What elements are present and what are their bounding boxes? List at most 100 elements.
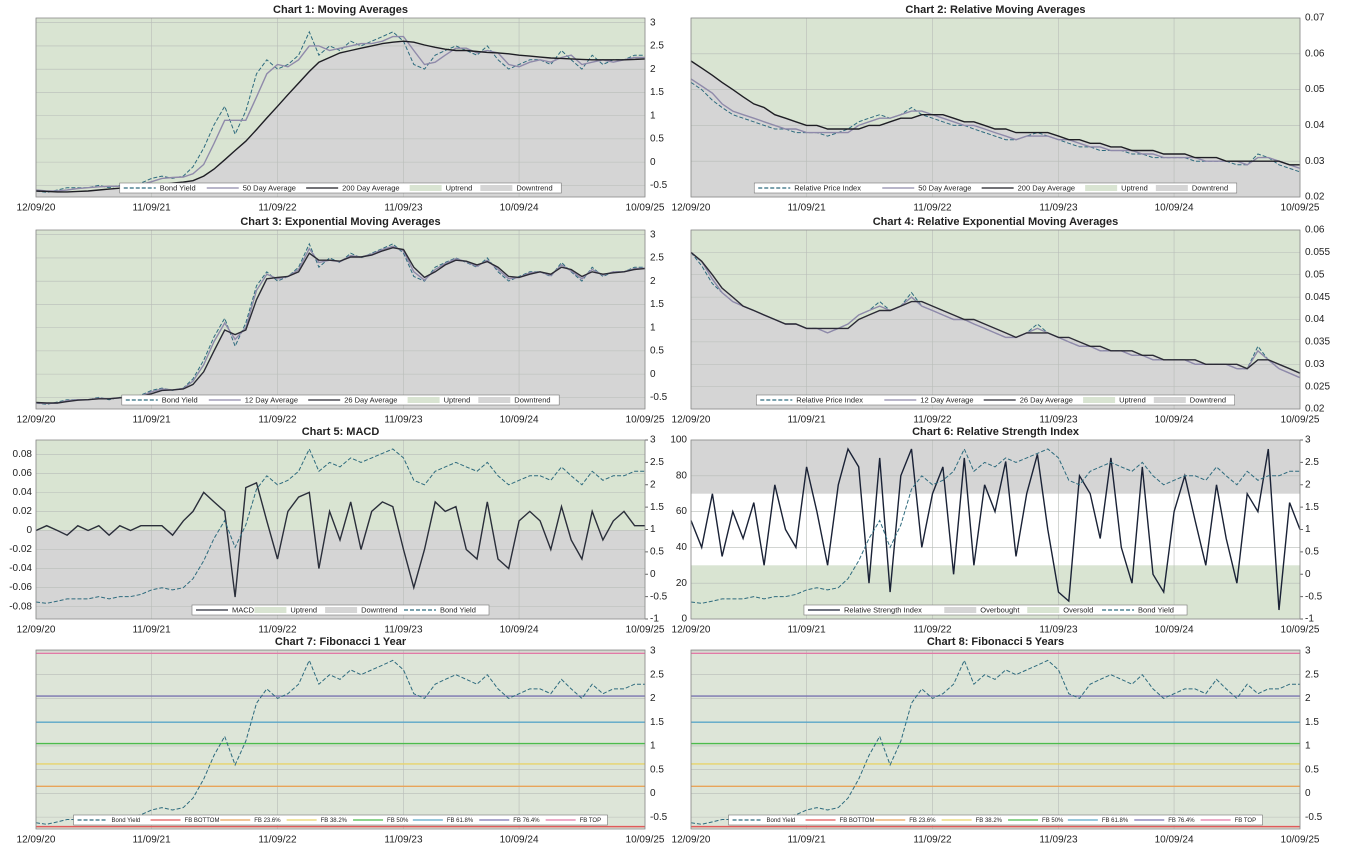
y-tick-label: 3 bbox=[650, 229, 656, 240]
y-tick-label: 0 bbox=[650, 369, 656, 380]
plot-frame bbox=[690, 229, 1301, 410]
y-tick-label: 0.04 bbox=[13, 487, 33, 498]
legend-label: FB BOTTOM bbox=[185, 818, 220, 824]
legend-label: Relative Price Index bbox=[794, 183, 861, 192]
x-tick-label: 11/09/22 bbox=[913, 415, 952, 426]
x-tick-label: 10/09/24 bbox=[500, 415, 539, 426]
y2-tick-label: 3 bbox=[1305, 435, 1311, 446]
legend-swatch bbox=[254, 607, 287, 613]
y-tick-label: 2.5 bbox=[650, 41, 664, 52]
x-tick-label: 10/09/24 bbox=[500, 203, 539, 214]
y-tick-label: 0 bbox=[26, 525, 32, 536]
y-tick-label: 0 bbox=[1305, 788, 1311, 799]
legend-label: Bond Yield bbox=[160, 183, 196, 192]
y2-tick-label: 0.5 bbox=[1305, 547, 1319, 558]
y-tick-label: 0.06 bbox=[13, 468, 33, 479]
legend-label: 26 Day Average bbox=[344, 395, 397, 404]
x-tick-label: 11/09/23 bbox=[1039, 415, 1078, 426]
legend-label: Relative Price Index bbox=[796, 395, 863, 404]
y-tick-label: 0.025 bbox=[1305, 381, 1330, 392]
x-tick-label: 11/09/22 bbox=[913, 203, 952, 214]
legend: Relative Price Index 12 Day Average 26 Day… bbox=[755, 394, 1235, 406]
y-tick-label: 2 bbox=[650, 64, 656, 75]
y2-tick-label: 1.5 bbox=[1305, 502, 1319, 513]
y-tick-label: 0.035 bbox=[1305, 337, 1330, 348]
y-tick-label: 1.5 bbox=[1305, 717, 1319, 728]
x-tick-label: 11/09/23 bbox=[1039, 625, 1078, 636]
legend: MACD Uptrend Downtrend Bond Yield bbox=[191, 604, 490, 616]
y2-tick-label: -0.5 bbox=[1305, 591, 1323, 602]
chart-title: Chart 1: Moving Averages bbox=[273, 4, 408, 16]
chart-title: Chart 6: Relative Strength Index bbox=[912, 426, 1080, 438]
series-line bbox=[35, 447, 645, 604]
y2-tick-label: 2 bbox=[650, 479, 656, 490]
legend-label: Uptrend bbox=[446, 183, 473, 192]
y-tick-label: 2.5 bbox=[650, 253, 664, 264]
chart-panel: 12/09/20 11/09/21 11/09/22 11/09/23 10/09/24… bbox=[17, 4, 668, 214]
legend-label: Downtrend bbox=[1192, 183, 1228, 192]
y-tick-label: 0.06 bbox=[1305, 48, 1325, 59]
x-tick-label: 10/09/24 bbox=[1155, 203, 1194, 214]
legend: Bond Yield 12 Day Average 26 Day Average Up… bbox=[121, 394, 560, 406]
y-tick-label: 0.5 bbox=[650, 346, 664, 357]
x-tick-label: 11/09/21 bbox=[132, 835, 171, 845]
legend-swatch bbox=[409, 185, 442, 191]
x-tick-label: 10/09/25 bbox=[1281, 203, 1320, 214]
x-tick-label: 10/09/24 bbox=[500, 625, 539, 636]
y-tick-label: 3 bbox=[650, 17, 656, 28]
chart-panel: 12/09/20 11/09/21 11/09/22 11/09/23 10/09/24… bbox=[670, 426, 1322, 636]
y2-tick-label: 2.5 bbox=[1305, 457, 1319, 468]
series-line bbox=[690, 251, 1301, 374]
y2-tick-label: -0.5 bbox=[650, 591, 668, 602]
y-tick-label: 40 bbox=[676, 542, 688, 553]
legend-label: FB 76.4% bbox=[1168, 818, 1195, 824]
plot-bg bbox=[691, 650, 1300, 829]
downtrend-area bbox=[36, 41, 645, 198]
x-tick-label: 11/09/21 bbox=[787, 203, 826, 214]
y-tick-label: 0 bbox=[681, 614, 687, 625]
downtrend-area bbox=[36, 247, 645, 409]
legend-label: FB TOP bbox=[1235, 818, 1256, 824]
y-tick-label: -0.04 bbox=[9, 563, 32, 574]
legend-label: 50 Day Average bbox=[918, 183, 971, 192]
legend-label: Uptrend bbox=[1119, 395, 1146, 404]
legend-box bbox=[803, 604, 1188, 616]
y2-tick-label: 1 bbox=[650, 524, 656, 535]
legend-swatch bbox=[407, 397, 440, 403]
legend-label: 12 Day Average bbox=[920, 395, 973, 404]
y-tick-label: 3 bbox=[1305, 646, 1311, 657]
x-tick-label: 11/09/21 bbox=[132, 415, 171, 426]
y-tick-label: 0.5 bbox=[650, 134, 664, 145]
plot-frame bbox=[35, 649, 646, 830]
chart-title: Chart 3: Exponential Moving Averages bbox=[240, 216, 440, 228]
y-tick-label: 0.03 bbox=[1305, 359, 1325, 370]
y-tick-label: 100 bbox=[670, 435, 687, 446]
y-tick-label: 1 bbox=[650, 741, 656, 752]
legend-label: Bond Yield bbox=[767, 818, 796, 824]
legend-label: Downtrend bbox=[1190, 395, 1226, 404]
y-tick-label: 0.02 bbox=[1305, 404, 1325, 415]
legend-swatch bbox=[1027, 607, 1060, 613]
x-tick-label: 11/09/23 bbox=[1039, 203, 1078, 214]
chart-panel: 12/09/20 11/09/21 11/09/22 11/09/23 10/09/24… bbox=[9, 426, 667, 636]
legend-label: FB 61.8% bbox=[1102, 818, 1129, 824]
x-tick-label: 11/09/21 bbox=[132, 203, 171, 214]
y-tick-label: 2 bbox=[1305, 693, 1311, 704]
series-line bbox=[690, 78, 1301, 170]
plot-frame bbox=[690, 649, 1301, 830]
series-line bbox=[690, 447, 1300, 604]
legend-label: Uptrend bbox=[1121, 183, 1148, 192]
y2-tick-label: 2.5 bbox=[650, 457, 664, 468]
downtrend-area bbox=[36, 530, 645, 619]
chart-title: Chart 4: Relative Exponential Moving Ave… bbox=[873, 216, 1119, 228]
legend: Bond Yield 50 Day Average 200 Day Average U… bbox=[119, 182, 562, 194]
y-tick-label: 0.05 bbox=[1305, 269, 1325, 280]
legend: Relative Price Index 50 Day Average 200 Da… bbox=[753, 182, 1238, 194]
legend-label: 26 Day Average bbox=[1020, 395, 1073, 404]
x-tick-label: 10/09/25 bbox=[1281, 415, 1320, 426]
legend-label: FB 38.2% bbox=[321, 818, 348, 824]
y-tick-label: 0.02 bbox=[1305, 192, 1325, 203]
y-tick-label: -0.5 bbox=[650, 812, 668, 823]
chart-panel: 12/09/20 11/09/21 11/09/22 11/09/23 10/09/24… bbox=[17, 216, 668, 426]
